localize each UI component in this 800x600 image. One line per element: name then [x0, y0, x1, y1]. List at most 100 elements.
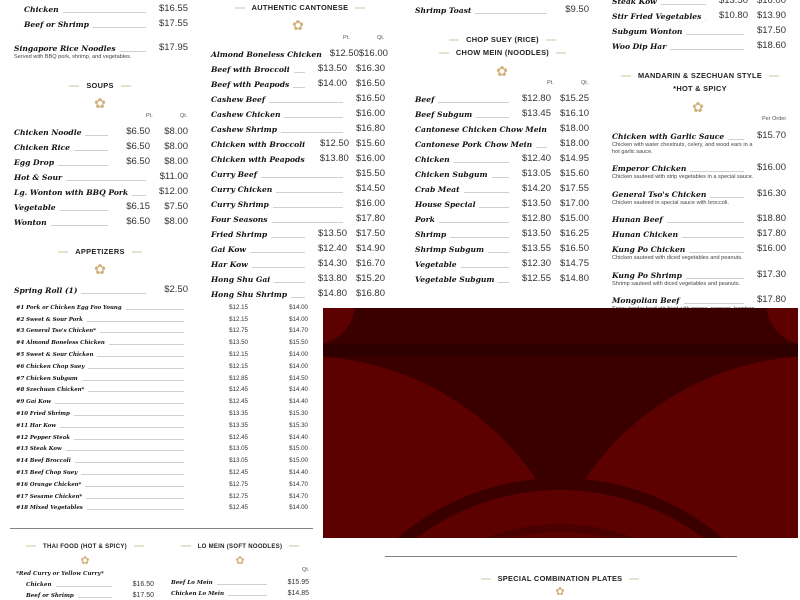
item-price-qt: $8.00	[164, 141, 188, 152]
item-price-pt: $14.20	[521, 183, 551, 194]
item-price-qt: $8.00	[164, 156, 188, 167]
leader-line	[88, 367, 184, 369]
leader-line	[491, 176, 509, 178]
lotus-icon: ✿	[692, 99, 704, 115]
item-name: #8 Szechuan Chicken*	[16, 387, 85, 394]
chop-suey-list: Beef $12.80 $15.25 Beef Subgum $13.45 $1…	[415, 89, 589, 284]
item-name: Gai Kow	[211, 245, 246, 254]
menu-item-row: Hong Shu Gai $13.80 $15.20	[211, 269, 385, 284]
item-price-qt: $14.70	[289, 492, 308, 500]
item-price-qt: $17.50	[756, 25, 786, 36]
leader-line	[85, 485, 184, 487]
item-name: Hot & Sour	[14, 173, 62, 182]
menu-item-row: Chicken with Garlic Sauce $15.70	[612, 126, 786, 141]
section-title-mandarin: MANDARIN & SZECHUAN STYLE	[600, 71, 800, 80]
item-price-qt: $14.40	[289, 433, 308, 441]
menu-item-row: #17 Sesame Chicken* $12.75 $14.70	[16, 488, 308, 500]
item-name: Chicken Subgum	[415, 170, 488, 179]
item-price-qt: $16.00	[756, 243, 786, 254]
item-name: #18 Mixed Vegetables	[16, 505, 83, 512]
menu-item: Wonton $6.50 $8.00	[14, 212, 188, 227]
item-price-pt: $12.45	[229, 398, 248, 406]
item-price-qt: $16.50	[132, 581, 154, 588]
menu-item-row: Chicken with Peapods $13.80 $16.00	[211, 149, 385, 164]
item-price-qt: $16.80	[355, 123, 385, 134]
menu-item: Spring Roll (1) $2.50	[14, 280, 188, 295]
section-title-chop-suey: CHOP SUEY (RICE)	[405, 35, 600, 44]
menu-item: #16 Orange Chicken* $12.75 $14.70	[16, 476, 308, 488]
item-price-pt: $6.50	[126, 156, 150, 167]
item-name: Four Seasons	[211, 215, 268, 224]
menu-item-row: Egg Drop $6.50 $8.00	[14, 152, 188, 167]
item-name: Steak Kow	[612, 0, 657, 6]
item-price-qt: $16.80	[355, 288, 385, 299]
pt-label: Pt.	[343, 35, 350, 41]
menu-item-row: #11 Har Kow $13.35 $15.30	[16, 417, 308, 429]
item-price-qt: $18.00	[559, 138, 589, 149]
item-price-pt: $13.45	[521, 108, 551, 119]
item-price-qt: $14.85	[287, 590, 309, 597]
menu-item: #4 Almond Boneless Chicken $13.50 $15.50	[16, 334, 308, 346]
item-name: Chicken with Broccoli	[211, 140, 305, 149]
section-title-lo-mein: LO MEIN (SOFT NOODLES)	[165, 544, 315, 550]
item-price-qt: $14.90	[355, 243, 385, 254]
menu-item-row: Cantonese Pork Chow Mein $18.00	[415, 134, 589, 149]
item-price-pt: $13.55	[521, 243, 551, 254]
leader-line	[92, 26, 146, 28]
singapore-item: Singapore Rice Noodles $17.95 Served with…	[14, 38, 188, 64]
item-price-qt: $16.00	[358, 48, 388, 59]
leader-line	[293, 71, 305, 73]
item-price-qt: $14.70	[289, 327, 308, 335]
menu-item: #7 Chicken Subgum $12.85 $14.50	[16, 370, 308, 382]
menu-item-row: Beef with Broccoli $13.50 $16.30	[211, 59, 385, 74]
leader-line	[685, 277, 744, 279]
item-price-qt: $14.00	[289, 315, 308, 323]
menu-item: Stir Fried Vegetables $10.80 $13.90	[612, 6, 786, 21]
item-price-qt: $16.30	[756, 187, 786, 199]
item-name: Chicken	[24, 5, 59, 14]
item-name: House Special	[415, 200, 476, 209]
item-price-pt: $13.50	[317, 228, 347, 239]
item-description: Chicken sauteed with diced vegetables an…	[612, 255, 743, 261]
item-name: Beef or Shrimp	[26, 593, 74, 599]
leader-line	[60, 426, 184, 428]
menu-item-row: Chicken $12.40 $14.95	[415, 149, 589, 164]
item-name: Kung Po Chicken	[612, 245, 686, 254]
item-price-pt: $12.75	[229, 492, 248, 500]
leader-line	[73, 414, 184, 416]
menu-item: Curry Shrimp $16.00	[211, 194, 385, 209]
item-price-qt: $17.50	[355, 228, 385, 239]
menu-item: Fried Shrimp $13.50 $17.50	[211, 224, 385, 239]
item-price-qt: $18.00	[559, 123, 589, 134]
menu-item-row: Kung Po Chicken $16.00	[612, 239, 786, 254]
item-price-pt: $6.15	[126, 201, 150, 212]
item-name: #17 Sesame Chicken*	[16, 493, 83, 500]
item-name: Hunan Beef	[612, 215, 663, 224]
item-name: Wonton	[14, 218, 47, 227]
item-name: Spring Roll (1)	[14, 286, 78, 295]
item-price-qt: $16.10	[559, 108, 589, 119]
item-price-qt: $2.50	[164, 284, 188, 295]
leader-line	[54, 402, 184, 405]
leader-line	[710, 196, 744, 198]
leader-line	[108, 343, 184, 346]
leader-line	[705, 18, 706, 20]
menu-item-row: #1 Pork or Chicken Egg Foo Young $12.15 …	[16, 299, 308, 311]
item-price-qt: $17.30	[756, 268, 786, 280]
item-name: Almond Boneless Chicken	[211, 50, 322, 59]
item-name: Cashew Chicken	[211, 110, 281, 119]
item-price-qt: $17.80	[355, 213, 385, 224]
menu-item-row: #8 Szechuan Chicken* $12.45 $14.40	[16, 382, 308, 394]
item-price-pt: $12.80	[521, 213, 551, 224]
item-price-qt: $14.40	[289, 386, 308, 394]
menu-item-row: Beef Lo Mein $15.95	[171, 575, 309, 586]
menu-item-row: Four Seasons $17.80	[211, 209, 385, 224]
noodle-items: Chicken $16.55 Beef or Shrimp $17.55	[14, 0, 188, 29]
item-name: Mongolian Beef	[612, 296, 680, 305]
item-name: #2 Sweet & Sour Pork	[16, 316, 83, 323]
cantonese-list: Almond Boneless Chicken $12.50 $16.00 Be…	[211, 44, 388, 299]
item-name: Chicken Noodle	[14, 128, 82, 137]
menu-item-row: Spring Roll (1) $2.50	[14, 280, 188, 295]
menu-item-row: #7 Chicken Subgum $12.85 $14.50	[16, 370, 308, 382]
menu-item: Vegetable $6.15 $7.50	[14, 197, 188, 212]
